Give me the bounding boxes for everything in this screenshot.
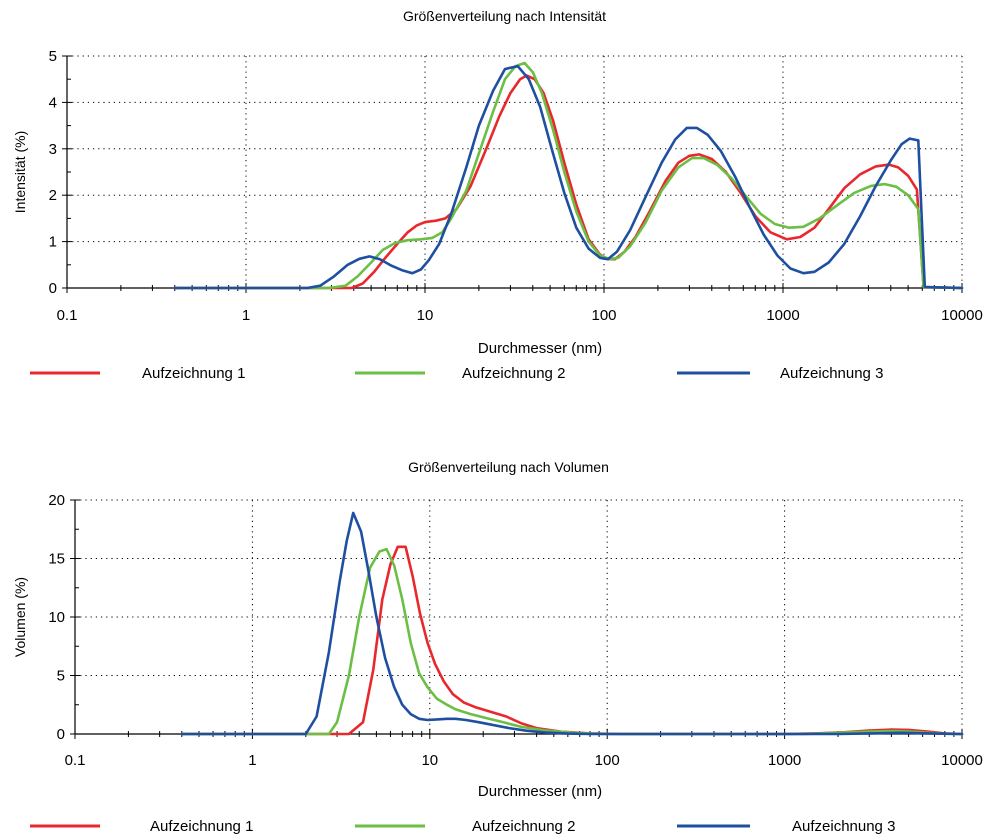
x-tick-label: 1	[248, 752, 256, 769]
x-tick-label: 100	[595, 752, 620, 769]
chart-1: Größenverteilung nach Intensität Intensit…	[12, 8, 983, 382]
legend-label: Aufzeichnung 2	[472, 818, 575, 835]
series-line-2	[180, 547, 964, 736]
x-tick-label: 0.1	[65, 752, 86, 769]
x-axis-label: Durchmesser (nm)	[478, 783, 602, 800]
gridlines	[67, 55, 963, 288]
series-line-3	[180, 511, 964, 736]
series-line-2	[173, 61, 964, 290]
x-tick-label: 1000	[768, 752, 801, 769]
x-tick-label: 10	[421, 752, 438, 769]
y-tick-label: 0	[49, 280, 57, 297]
legend-item-3: Aufzeichnung 3	[677, 365, 883, 382]
series-line-1	[180, 545, 964, 736]
legend-item-1: Aufzeichnung 1	[30, 818, 253, 835]
x-tick-label: 10000	[941, 752, 983, 769]
x-tick-label: 1	[242, 307, 250, 324]
x-tick-label: 10000	[941, 307, 983, 324]
legend-item-2: Aufzeichnung 2	[355, 818, 575, 835]
y-tick-label: 15	[48, 551, 65, 568]
chart-title: Größenverteilung nach Volumen	[408, 459, 609, 475]
y-tick-label: 2	[49, 187, 57, 204]
y-axis-label: Intensität (%)	[12, 131, 28, 213]
y-axis-label: Volumen (%)	[12, 577, 28, 657]
y-tick-label: 4	[49, 94, 57, 111]
y-tick-label: 5	[49, 48, 57, 65]
legend-item-2: Aufzeichnung 2	[355, 365, 565, 382]
legend-label: Aufzeichnung 2	[462, 365, 565, 382]
legend-item-1: Aufzeichnung 1	[30, 365, 245, 382]
x-tick-label: 100	[591, 307, 616, 324]
legend-label: Aufzeichnung 3	[792, 818, 895, 835]
y-tick-label: 3	[49, 141, 57, 158]
x-tick-label: 10	[417, 307, 434, 324]
chart-title: Größenverteilung nach Intensität	[403, 8, 606, 24]
y-tick-label: 0	[57, 726, 65, 743]
legend-label: Aufzeichnung 1	[150, 818, 253, 835]
x-tick-label: 1000	[766, 307, 799, 324]
series-line-3	[173, 64, 964, 290]
legend-label: Aufzeichnung 1	[142, 365, 245, 382]
y-tick-label: 10	[48, 609, 65, 626]
chart-2: Größenverteilung nach Volumen Volumen (%)…	[12, 459, 983, 835]
legend-label: Aufzeichnung 3	[780, 365, 883, 382]
y-tick-label: 5	[57, 668, 65, 685]
x-tick-label: 0.1	[57, 307, 78, 324]
y-tick-label: 20	[48, 492, 65, 509]
gridlines	[75, 499, 963, 734]
x-axis-label: Durchmesser (nm)	[478, 340, 602, 357]
legend-item-3: Aufzeichnung 3	[677, 818, 895, 835]
y-tick-label: 1	[49, 234, 57, 251]
